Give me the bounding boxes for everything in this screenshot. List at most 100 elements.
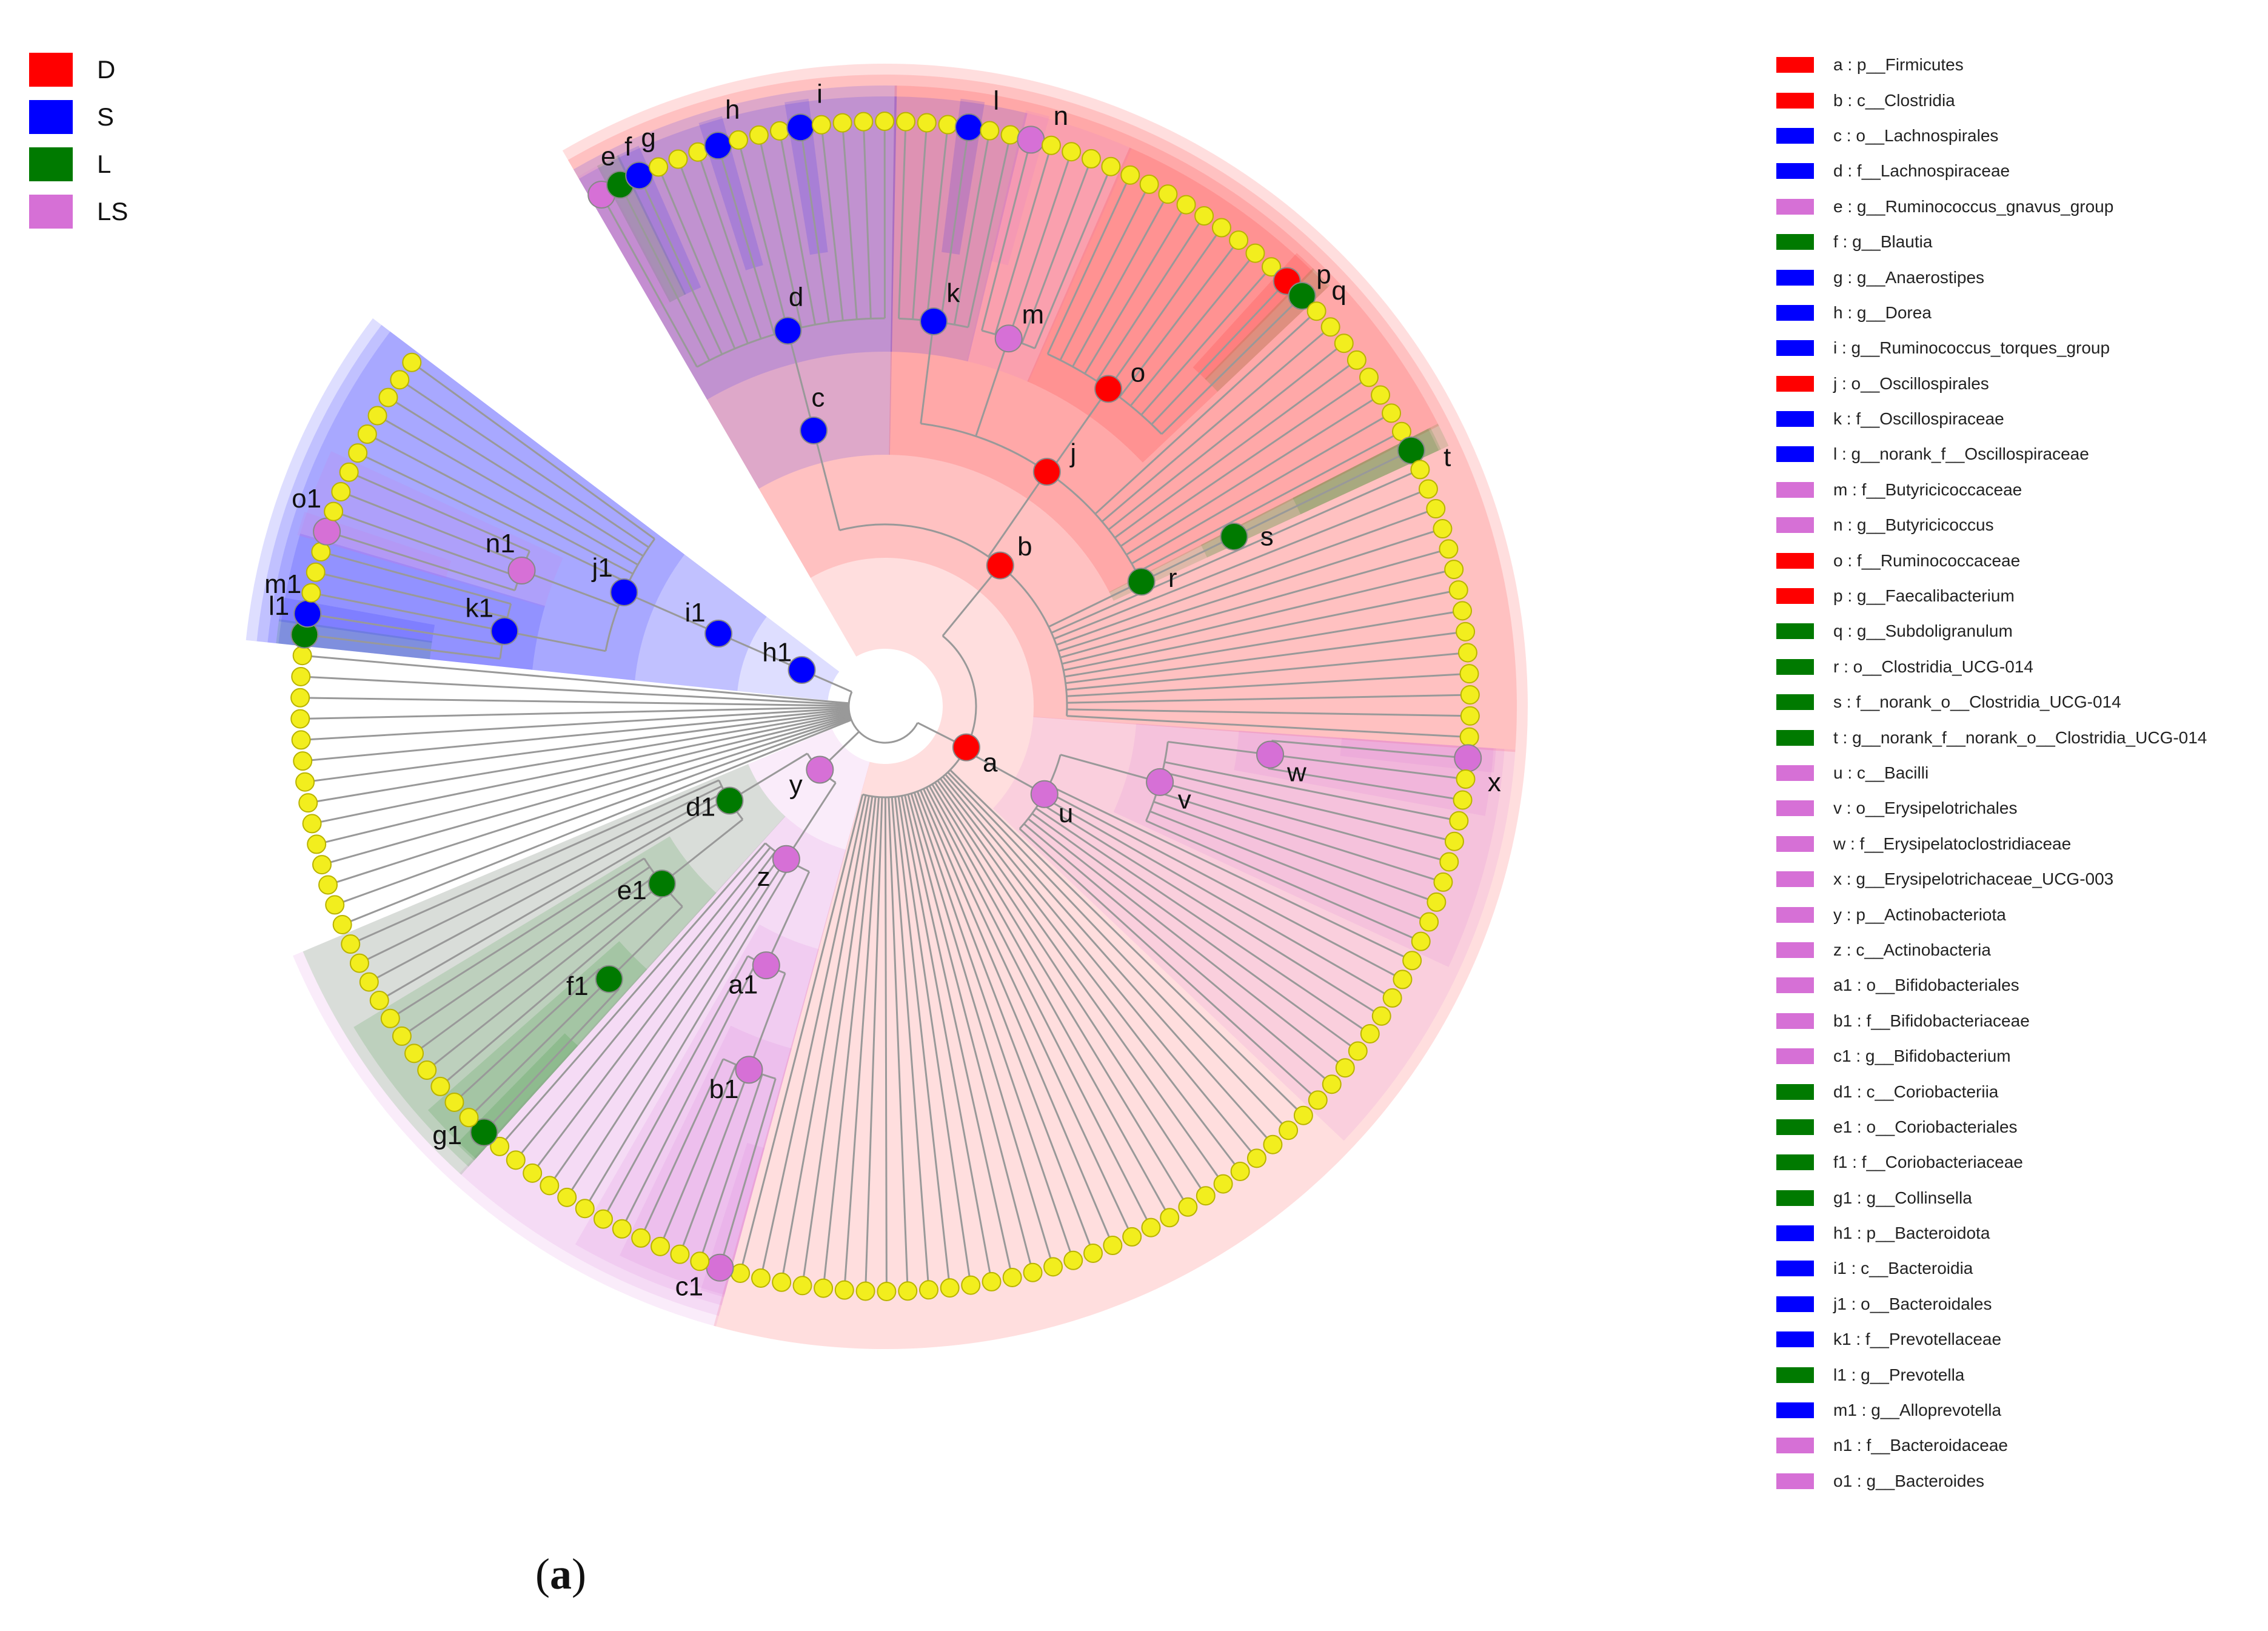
taxa-swatch [1776,1013,1814,1029]
branch-line [679,1069,750,1255]
branch-line [584,862,793,1210]
branch-line [1039,802,1382,1017]
taxa-label: n1 : f__Bacteroidaceae [1833,1436,2008,1455]
leaf-node [1160,1208,1180,1228]
leaf-node [293,751,313,771]
leaf-node [1439,539,1459,559]
leaf-node [1120,165,1140,185]
branch-line [301,675,849,706]
branch-line [640,1058,724,1239]
taxa-legend-item: z : c__Actinobacteria [1776,933,2261,968]
branch-line [799,127,830,323]
branch-line [1120,377,1370,547]
leaf-node [341,934,361,954]
taxa-label: j1 : o__Bacteroidales [1833,1294,1992,1313]
group-legend-item: D [29,46,128,93]
branch-line [942,564,1001,637]
taxon-node-m [994,324,1023,353]
taxa-swatch [1776,127,1814,144]
branch-line [900,795,993,1282]
branch-line [765,871,811,966]
taxon-label-k1: k1 [465,593,493,623]
leaf-node [292,646,312,666]
clade-shade [299,451,563,608]
taxa-swatch [1776,1190,1814,1206]
taxa-label: o : f__Ruminococcaceae [1833,551,2021,570]
taxa-swatch [1776,765,1814,781]
clade-shade [278,533,545,670]
taxon-node-j [1032,458,1061,486]
branch-line [919,789,1114,1246]
branch-line [926,124,949,321]
taxa-label: c : o__Lachnospirales [1833,126,1999,145]
leaf-node [1456,769,1476,789]
clade-shade [619,1025,792,1295]
taxon-label-v: v [1178,785,1191,814]
taxa-legend-item: x : g__Erysipelotrichaceae_UCG-003 [1776,862,2261,897]
leaf-node [404,1043,424,1063]
branch-line [1048,388,1109,474]
branch-line [1045,790,1403,980]
branch-line [1164,761,1459,822]
branch-line [531,851,777,1174]
branch-line [1060,754,1160,783]
group-swatch-l [29,147,73,181]
taxon-label-f: f [624,132,632,162]
taxa-legend-item: f1 : f__Coriobacteriaceae [1776,1145,2261,1180]
taxa-swatch [1776,906,1814,923]
leaf-node [1279,1120,1299,1140]
branch-line [1048,784,1413,962]
taxon-node-n [1017,126,1045,154]
node-layer [290,112,1482,1301]
taxa-label: t : g__norank_f__norank_o__Clostridia_UC… [1833,728,2207,747]
branch-line [778,130,817,325]
leaf-node [832,113,852,133]
taxon-label-a: a [983,748,998,778]
leaf-node [1308,1090,1328,1110]
leaf-node [295,772,315,792]
taxon-node-k1 [490,617,519,645]
leaf-node [1418,479,1438,499]
branch-line [1058,527,1443,652]
branch-line [739,794,864,1274]
branch-line [638,175,723,355]
caption-letter: a [550,1550,572,1598]
branch-line [659,1064,737,1247]
branch-line [621,960,758,1230]
leaf-node [557,1187,577,1207]
taxa-legend-item: j : o__Oscillospirales [1776,366,2261,401]
taxa-legend-item: c : o__Lachnospirales [1776,118,2261,153]
taxa-legend-item: e1 : o__Coriobacteriales [1776,1110,2261,1145]
leaf-node [1141,1217,1161,1237]
taxon-node-a [952,733,980,762]
leaf-node [877,1281,897,1301]
taxa-legend-item: n1 : f__Bacteroidaceae [1776,1428,2261,1463]
taxon-label-t: t [1443,443,1451,472]
branch-line [401,866,651,1037]
caption-close: ) [572,1550,586,1598]
leaf-node [1230,1161,1250,1181]
taxa-label: y : p__Actinobacteriota [1833,905,2006,924]
taxa-legend-item: s : f__norank_o__Clostridia_UCG-014 [1776,685,2261,720]
branch-line [697,152,762,340]
leaf-node [918,1280,938,1300]
branch-layer [300,121,1470,1292]
branch-line [865,797,883,1291]
leaf-node [1063,1250,1083,1270]
leaf-node [1346,350,1366,370]
leaf-node [1263,1134,1283,1154]
branch-line [304,710,849,783]
taxa-legend-item: m1 : g__Alloprevotella [1776,1393,2261,1428]
branch-line [369,791,726,983]
taxon-label-n1: n1 [486,529,515,558]
caption-open: ( [535,1550,550,1598]
taxon-node-i [786,113,815,142]
taxon-node-b [986,551,1014,580]
leaf-node [325,895,345,915]
group-label: S [97,102,115,131]
taxa-legend-item: a : p__Firmicutes [1776,47,2261,82]
branch-line [1145,820,1422,943]
leaf-node [1410,460,1430,480]
taxa-swatch [1776,658,1814,675]
taxon-label-c: c [811,383,825,413]
